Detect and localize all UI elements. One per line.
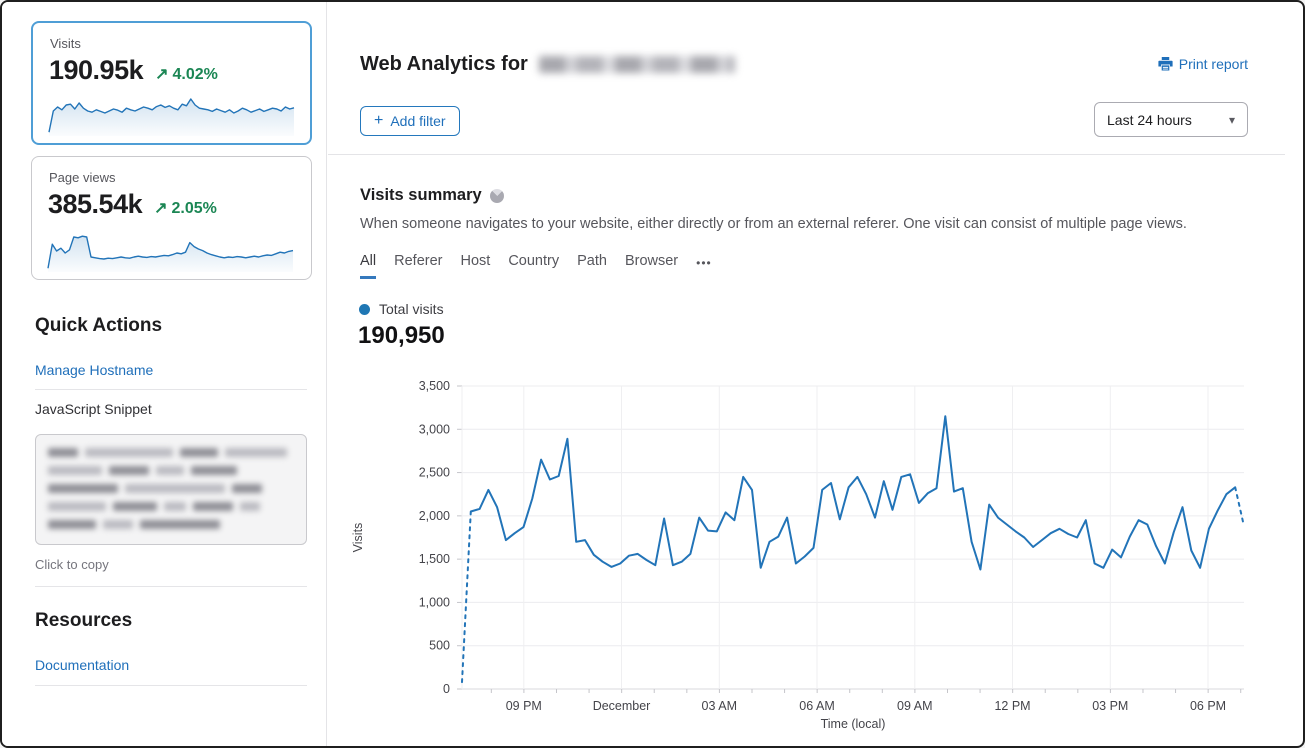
legend-dot-icon	[359, 303, 370, 315]
divider	[35, 389, 307, 390]
metric-value: 190.95k	[49, 55, 144, 85]
main-content: Web Analytics for Print report + Add fil…	[328, 2, 1303, 746]
total-visits-value: 190,950	[358, 322, 445, 349]
time-range-dropdown[interactable]: Last 24 hours ▾	[1094, 102, 1248, 137]
svg-text:0: 0	[443, 682, 450, 696]
chart-legend: Total visits	[359, 301, 444, 317]
divider	[328, 154, 1285, 155]
add-filter-label: Add filter	[390, 113, 446, 129]
javascript-snippet-label: JavaScript Snippet	[35, 401, 152, 417]
metric-card-pageviews[interactable]: Page views 385.54k ↗ 2.05%	[31, 156, 312, 280]
visits-line-chart: 0 500 1,000 1,500 2,000 2,500 3,000 3,500 09 PM D…	[351, 379, 1244, 731]
svg-text:03 PM: 03 PM	[1092, 699, 1128, 713]
metric-label: Visits	[50, 36, 81, 51]
svg-text:1,000: 1,000	[419, 595, 450, 609]
pageviews-sparkline	[47, 235, 294, 272]
svg-text:2,500: 2,500	[419, 466, 450, 480]
pie-chart-icon	[489, 188, 504, 203]
time-range-value: Last 24 hours	[1107, 111, 1192, 128]
svg-text:December: December	[593, 699, 651, 713]
tab-all[interactable]: All	[360, 253, 377, 279]
tab-more-ellipsis[interactable]: •••	[696, 256, 712, 270]
svg-text:2,000: 2,000	[419, 509, 450, 523]
resources-heading: Resources	[35, 610, 133, 631]
metric-value: 385.54k	[48, 189, 143, 219]
visits-sparkline	[48, 98, 295, 136]
add-filter-button[interactable]: + Add filter	[360, 106, 460, 136]
print-report-link[interactable]: Print report	[1158, 56, 1248, 72]
divider	[35, 685, 307, 686]
svg-text:Time (local): Time (local)	[821, 717, 886, 731]
svg-text:09 PM: 09 PM	[506, 699, 542, 713]
svg-text:3,000: 3,000	[419, 422, 450, 436]
page-title-text: Web Analytics for	[360, 53, 528, 75]
visits-summary-title-text: Visits summary	[360, 186, 482, 204]
visits-summary-description: When someone navigates to your website, …	[360, 216, 1187, 232]
tab-host[interactable]: Host	[460, 253, 491, 269]
trend-up-icon: ↗	[155, 66, 169, 83]
dimension-tabs: All Referer Host Country Path Browser ••…	[360, 253, 712, 279]
metric-label: Page views	[49, 170, 116, 185]
visits-summary-heading: Visits summary	[360, 186, 504, 205]
svg-text:06 PM: 06 PM	[1190, 699, 1226, 713]
metric-delta: 4.02%	[172, 66, 218, 83]
page-title: Web Analytics for	[360, 53, 735, 76]
divider	[35, 586, 307, 587]
tab-browser[interactable]: Browser	[624, 253, 679, 269]
svg-text:09 AM: 09 AM	[897, 699, 932, 713]
svg-text:3,500: 3,500	[419, 379, 450, 393]
tab-path[interactable]: Path	[577, 253, 607, 269]
svg-text:Visits: Visits	[351, 523, 365, 553]
svg-text:500: 500	[429, 639, 450, 653]
plus-icon: +	[374, 112, 384, 129]
svg-text:1,500: 1,500	[419, 552, 450, 566]
trend-up-icon: ↗	[154, 200, 168, 217]
documentation-link[interactable]: Documentation	[35, 657, 130, 673]
chevron-down-icon: ▾	[1228, 112, 1235, 127]
legend-label: Total visits	[379, 301, 444, 317]
svg-text:12 PM: 12 PM	[994, 699, 1030, 713]
blurred-code-lines	[48, 448, 294, 529]
quick-actions-heading: Quick Actions	[35, 315, 163, 336]
svg-text:03 AM: 03 AM	[702, 699, 737, 713]
print-report-label: Print report	[1178, 56, 1248, 72]
sidebar: Visits 190.95k ↗ 4.02% Page views 385.54…	[2, 2, 327, 746]
printer-icon	[1158, 57, 1173, 71]
manage-hostname-link[interactable]: Manage Hostname	[35, 362, 154, 378]
tab-referer[interactable]: Referer	[394, 253, 443, 269]
site-domain-blurred	[538, 56, 735, 73]
svg-text:06 AM: 06 AM	[799, 699, 834, 713]
metric-card-visits[interactable]: Visits 190.95k ↗ 4.02%	[31, 21, 312, 145]
tab-country[interactable]: Country	[508, 253, 560, 269]
click-to-copy-hint: Click to copy	[35, 557, 109, 572]
metric-delta: 2.05%	[171, 200, 217, 217]
javascript-snippet-code-blurred[interactable]	[35, 434, 307, 545]
